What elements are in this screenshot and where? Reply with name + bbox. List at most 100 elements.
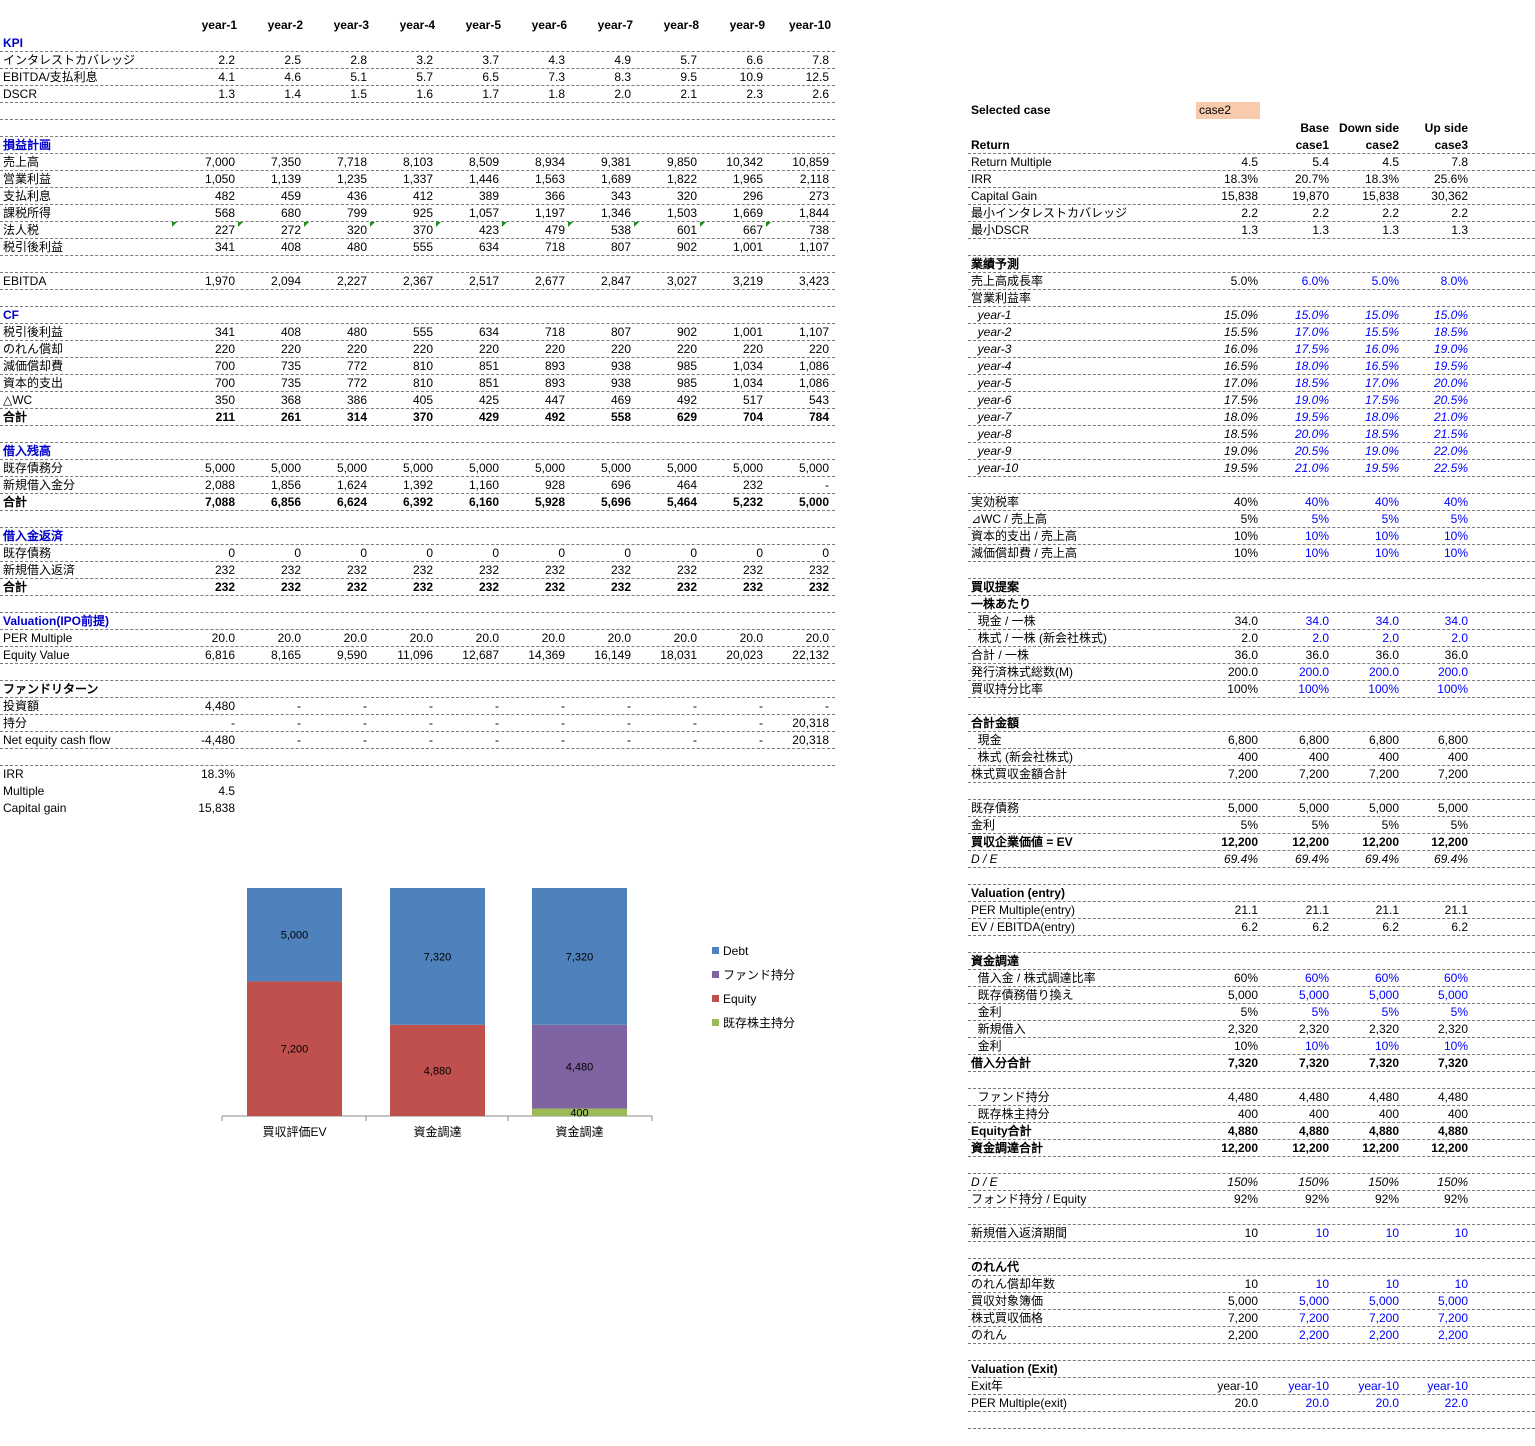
cell-value[interactable]: 735: [280, 376, 301, 390]
cell-value[interactable]: 20.0: [607, 631, 631, 645]
case-value[interactable]: 19,870: [1292, 189, 1329, 203]
cell-value[interactable]: 700: [214, 359, 235, 373]
cell-value[interactable]: 232: [478, 580, 499, 594]
case-value[interactable]: 6.2: [1382, 920, 1399, 934]
cell-value[interactable]: -: [825, 699, 829, 713]
cell-value[interactable]: 2.0: [614, 87, 631, 101]
cell-value[interactable]: 232: [346, 580, 367, 594]
case-value[interactable]: 19.0%: [1223, 444, 1258, 458]
case-value[interactable]: 2,200: [1298, 1328, 1329, 1342]
cell-value[interactable]: 412: [412, 189, 433, 203]
case-value[interactable]: 7,320: [1437, 1056, 1468, 1070]
case-value[interactable]: 7,200: [1437, 767, 1468, 781]
cell-value[interactable]: 6,160: [468, 495, 499, 509]
cell-value[interactable]: 634: [478, 325, 499, 339]
cell-value[interactable]: 2,227: [336, 274, 367, 288]
cell-value[interactable]: 7.8: [812, 53, 829, 67]
cell-value[interactable]: 9.5: [680, 70, 697, 84]
cell-value[interactable]: 14,369: [528, 648, 565, 662]
cell-value[interactable]: 20.0: [475, 631, 499, 645]
case-value[interactable]: 10%: [1304, 1039, 1329, 1053]
case-value[interactable]: 10: [1454, 1277, 1468, 1291]
cell-value[interactable]: -: [627, 716, 631, 730]
case-value[interactable]: 400: [1308, 1107, 1329, 1121]
case-value[interactable]: 7,320: [1368, 1056, 1399, 1070]
cell-value[interactable]: 5,928: [534, 495, 565, 509]
case-value[interactable]: 100%: [1227, 682, 1258, 696]
case-value[interactable]: 15,838: [1362, 189, 1399, 203]
cell-value[interactable]: 938: [610, 376, 631, 390]
case-value[interactable]: 5,000: [1368, 988, 1399, 1002]
case-value[interactable]: 12,200: [1221, 835, 1258, 849]
case-value[interactable]: 5%: [1450, 818, 1468, 832]
cell-value[interactable]: 5.7: [680, 53, 697, 67]
case-value[interactable]: 69.4%: [1223, 852, 1258, 866]
cell-value[interactable]: 232: [346, 563, 367, 577]
case-value[interactable]: 15.5%: [1364, 325, 1399, 339]
case-value[interactable]: 21.1: [1234, 903, 1258, 917]
cell-value[interactable]: 220: [544, 342, 565, 356]
cell-value[interactable]: 5,000: [468, 461, 499, 475]
cell-value[interactable]: 0: [426, 546, 433, 560]
cell-value[interactable]: -: [759, 699, 763, 713]
cell-value[interactable]: 20,318: [792, 716, 829, 730]
case-value[interactable]: year-10: [1427, 1379, 1468, 1393]
case-value[interactable]: 2,200: [1227, 1328, 1258, 1342]
cell-value[interactable]: 350: [214, 393, 235, 407]
cell-value[interactable]: 232: [280, 580, 301, 594]
case-value[interactable]: 5,000: [1437, 801, 1468, 815]
cell-value[interactable]: 1,856: [270, 478, 301, 492]
cell-value[interactable]: 7,088: [204, 495, 235, 509]
cell-value[interactable]: 1.4: [284, 87, 301, 101]
cell-value[interactable]: 1.3: [218, 87, 235, 101]
cell-value[interactable]: 320: [676, 189, 697, 203]
cell-value[interactable]: 807: [610, 325, 631, 339]
cell-value[interactable]: 492: [544, 410, 565, 424]
cell-value[interactable]: 5,000: [534, 461, 565, 475]
case-value[interactable]: 18.0%: [1223, 410, 1258, 424]
cell-value[interactable]: -: [759, 716, 763, 730]
case-value[interactable]: 2,320: [1368, 1022, 1399, 1036]
cell-value[interactable]: 985: [676, 359, 697, 373]
cell-value[interactable]: 3,423: [798, 274, 829, 288]
cell-value[interactable]: 667: [742, 223, 763, 237]
case-value[interactable]: 10%: [1233, 529, 1258, 543]
cell-value[interactable]: 0: [360, 546, 367, 560]
cell-value[interactable]: 232: [610, 580, 631, 594]
case-value[interactable]: year-10: [1358, 1379, 1399, 1393]
cell-value[interactable]: 700: [214, 376, 235, 390]
cell-value[interactable]: 1,337: [402, 172, 433, 186]
case-value[interactable]: 92%: [1304, 1192, 1329, 1206]
cell-value[interactable]: 517: [742, 393, 763, 407]
cell-value[interactable]: 634: [478, 240, 499, 254]
cell-value[interactable]: 1,057: [468, 206, 499, 220]
cell-value[interactable]: 704: [742, 410, 763, 424]
cell-value[interactable]: 7,000: [204, 155, 235, 169]
cell-value[interactable]: -: [297, 716, 301, 730]
cell-value[interactable]: 232: [676, 580, 697, 594]
cell-value[interactable]: 220: [610, 342, 631, 356]
cell-value[interactable]: 1,669: [732, 206, 763, 220]
cell-value[interactable]: 5,000: [600, 461, 631, 475]
cell-value[interactable]: -: [627, 733, 631, 747]
case-value[interactable]: 4,880: [1368, 1124, 1399, 1138]
case-value[interactable]: 5%: [1311, 512, 1329, 526]
cell-value[interactable]: 1,107: [798, 325, 829, 339]
cell-value[interactable]: 341: [214, 240, 235, 254]
case-value[interactable]: 12,200: [1292, 1141, 1329, 1155]
cell-value[interactable]: 10.9: [739, 70, 763, 84]
cell-value[interactable]: 20.0: [673, 631, 697, 645]
case-value[interactable]: 150%: [1227, 1175, 1258, 1189]
cell-value[interactable]: 9,590: [336, 648, 367, 662]
cell-value[interactable]: 1,844: [798, 206, 829, 220]
case-value[interactable]: 4,880: [1437, 1124, 1468, 1138]
case-value[interactable]: 18.3%: [1223, 172, 1258, 186]
cell-value[interactable]: -: [693, 699, 697, 713]
cell-value[interactable]: 9,381: [600, 155, 631, 169]
case-value[interactable]: 17.0%: [1364, 376, 1399, 390]
cell-value[interactable]: 4.9: [614, 53, 631, 67]
case-value[interactable]: year-10: [1288, 1379, 1329, 1393]
case-value[interactable]: 200.0: [1437, 665, 1468, 679]
cell-value[interactable]: 447: [544, 393, 565, 407]
cell-value[interactable]: -: [627, 699, 631, 713]
